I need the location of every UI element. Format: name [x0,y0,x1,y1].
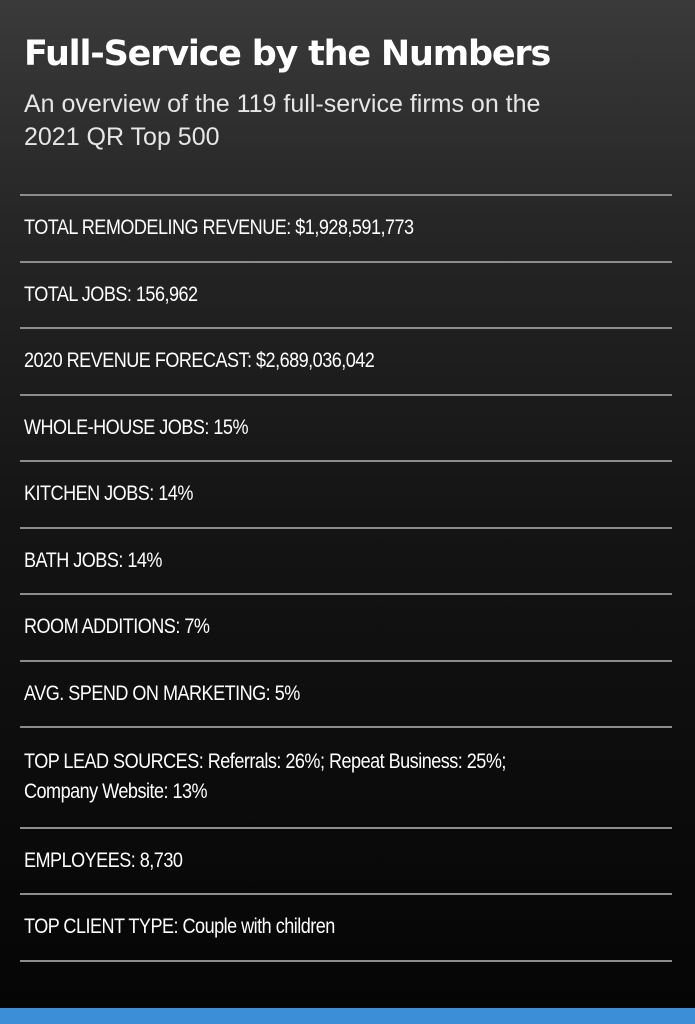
stat-kitchen-jobs: KITCHEN JOBS: 14% [20,462,672,529]
stat-label: WHOLE-HOUSE JOBS: [24,415,209,439]
stat-value: Couple with children [178,915,336,939]
stat-marketing-spend: AVG. SPEND ON MARKETING: 5% [20,662,672,728]
stat-value: $1,928,591,773 [290,216,414,240]
stat-value: 7% [179,615,210,639]
stats-list: TOTAL REMODELING REVENUE: $1,928,591,773… [20,194,672,962]
stat-value: 14% [153,482,193,506]
stat-revenue-forecast: 2020 REVENUE FORECAST: $2,689,036,042 [20,329,672,396]
stat-total-remodeling-revenue: TOTAL REMODELING REVENUE: $1,928,591,773 [20,196,672,263]
stat-label: TOTAL JOBS: [24,282,132,306]
stat-label: KITCHEN JOBS: [24,482,154,506]
stat-label: TOP CLIENT TYPE: [24,915,179,939]
page-title: Full-Service by the Numbers [24,34,551,74]
stat-value: $2,689,036,042 [251,349,375,373]
stat-total-jobs: TOTAL JOBS: 156,962 [20,263,672,329]
stat-label: EMPLOYEES: [24,848,136,872]
stat-value: 14% [122,548,162,572]
stat-value: 156,962 [131,282,198,306]
stat-label: AVG. SPEND ON MARKETING: [24,681,271,705]
stat-top-client-type: TOP CLIENT TYPE: Couple with children [20,895,672,962]
stat-top-lead-sources: TOP LEAD SOURCES: Referrals: 26%; Repeat… [20,728,672,829]
stat-bath-jobs: BATH JOBS: 14% [20,529,672,595]
stat-value: 8,730 [135,848,183,872]
stat-value: 5% [270,681,301,705]
stat-label: ROOM ADDITIONS: [24,615,180,639]
stat-label: TOP LEAD SOURCES: [24,750,204,774]
stat-label: TOTAL REMODELING REVENUE: [24,216,291,240]
stat-label: BATH JOBS: [24,548,123,572]
page-subtitle: An overview of the 119 full-service firm… [24,90,541,151]
stat-value: 15% [208,415,249,439]
stat-whole-house-jobs: WHOLE-HOUSE JOBS: 15% [20,396,672,462]
stat-label: 2020 REVENUE FORECAST: [24,349,252,373]
accent-bar [0,1008,695,1024]
stat-value: Referrals: 26%; Repeat Business: 25%; Co… [24,750,506,804]
stat-room-additions: ROOM ADDITIONS: 7% [20,595,672,662]
stat-employees: EMPLOYEES: 8,730 [20,829,672,895]
